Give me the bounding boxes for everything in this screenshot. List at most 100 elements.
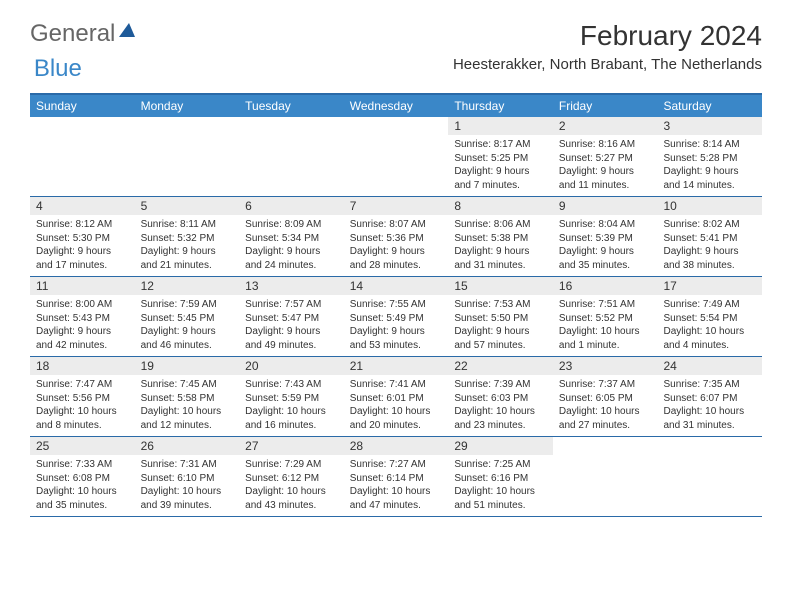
day-cell: 8Sunrise: 8:06 AMSunset: 5:38 PMDaylight…: [448, 197, 553, 276]
dow-saturday: Saturday: [657, 95, 762, 117]
week-row: 18Sunrise: 7:47 AMSunset: 5:56 PMDayligh…: [30, 357, 762, 437]
day-number: [30, 117, 135, 121]
daylight-text: Daylight: 10 hours and 8 minutes.: [36, 405, 129, 432]
daylight-text: Daylight: 9 hours and 7 minutes.: [454, 165, 547, 192]
sunrise-text: Sunrise: 8:14 AM: [663, 138, 756, 152]
daylight-text: Daylight: 10 hours and 31 minutes.: [663, 405, 756, 432]
day-body: Sunrise: 8:00 AMSunset: 5:43 PMDaylight:…: [30, 295, 135, 356]
day-cell: 24Sunrise: 7:35 AMSunset: 6:07 PMDayligh…: [657, 357, 762, 436]
daylight-text: Daylight: 10 hours and 23 minutes.: [454, 405, 547, 432]
daylight-text: Daylight: 10 hours and 51 minutes.: [454, 485, 547, 512]
day-cell: 11Sunrise: 8:00 AMSunset: 5:43 PMDayligh…: [30, 277, 135, 356]
day-body: Sunrise: 7:29 AMSunset: 6:12 PMDaylight:…: [239, 455, 344, 516]
sunset-text: Sunset: 6:05 PM: [559, 392, 652, 406]
sunset-text: Sunset: 5:50 PM: [454, 312, 547, 326]
day-cell: [135, 117, 240, 196]
day-number: [553, 437, 658, 441]
daylight-text: Daylight: 9 hours and 42 minutes.: [36, 325, 129, 352]
sunrise-text: Sunrise: 7:53 AM: [454, 298, 547, 312]
sunset-text: Sunset: 5:38 PM: [454, 232, 547, 246]
day-body: Sunrise: 8:06 AMSunset: 5:38 PMDaylight:…: [448, 215, 553, 276]
day-number: 14: [344, 277, 449, 295]
sunrise-text: Sunrise: 7:47 AM: [36, 378, 129, 392]
week-row: 4Sunrise: 8:12 AMSunset: 5:30 PMDaylight…: [30, 197, 762, 277]
day-number: 2: [553, 117, 658, 135]
sunrise-text: Sunrise: 8:04 AM: [559, 218, 652, 232]
day-number: 7: [344, 197, 449, 215]
daylight-text: Daylight: 10 hours and 1 minute.: [559, 325, 652, 352]
day-cell: 6Sunrise: 8:09 AMSunset: 5:34 PMDaylight…: [239, 197, 344, 276]
sunrise-text: Sunrise: 7:41 AM: [350, 378, 443, 392]
days-of-week-row: Sunday Monday Tuesday Wednesday Thursday…: [30, 95, 762, 117]
day-cell: 21Sunrise: 7:41 AMSunset: 6:01 PMDayligh…: [344, 357, 449, 436]
week-row: 1Sunrise: 8:17 AMSunset: 5:25 PMDaylight…: [30, 117, 762, 197]
day-cell: 25Sunrise: 7:33 AMSunset: 6:08 PMDayligh…: [30, 437, 135, 516]
weeks-container: 1Sunrise: 8:17 AMSunset: 5:25 PMDaylight…: [30, 117, 762, 517]
daylight-text: Daylight: 9 hours and 14 minutes.: [663, 165, 756, 192]
daylight-text: Daylight: 9 hours and 49 minutes.: [245, 325, 338, 352]
logo: General: [30, 20, 135, 48]
dow-sunday: Sunday: [30, 95, 135, 117]
month-title: February 2024: [453, 20, 762, 52]
daylight-text: Daylight: 9 hours and 11 minutes.: [559, 165, 652, 192]
day-number: 8: [448, 197, 553, 215]
day-cell: [239, 117, 344, 196]
dow-tuesday: Tuesday: [239, 95, 344, 117]
sunset-text: Sunset: 5:43 PM: [36, 312, 129, 326]
sunrise-text: Sunrise: 8:02 AM: [663, 218, 756, 232]
daylight-text: Daylight: 10 hours and 12 minutes.: [141, 405, 234, 432]
daylight-text: Daylight: 10 hours and 16 minutes.: [245, 405, 338, 432]
daylight-text: Daylight: 10 hours and 4 minutes.: [663, 325, 756, 352]
day-body: Sunrise: 8:12 AMSunset: 5:30 PMDaylight:…: [30, 215, 135, 276]
day-number: 3: [657, 117, 762, 135]
sunrise-text: Sunrise: 8:17 AM: [454, 138, 547, 152]
day-number: 19: [135, 357, 240, 375]
day-cell: 17Sunrise: 7:49 AMSunset: 5:54 PMDayligh…: [657, 277, 762, 356]
day-cell: 19Sunrise: 7:45 AMSunset: 5:58 PMDayligh…: [135, 357, 240, 436]
sunset-text: Sunset: 5:39 PM: [559, 232, 652, 246]
day-body: Sunrise: 7:43 AMSunset: 5:59 PMDaylight:…: [239, 375, 344, 436]
day-number: 23: [553, 357, 658, 375]
sunrise-text: Sunrise: 7:37 AM: [559, 378, 652, 392]
day-number: 18: [30, 357, 135, 375]
sunrise-text: Sunrise: 7:39 AM: [454, 378, 547, 392]
day-cell: 10Sunrise: 8:02 AMSunset: 5:41 PMDayligh…: [657, 197, 762, 276]
day-cell: 18Sunrise: 7:47 AMSunset: 5:56 PMDayligh…: [30, 357, 135, 436]
logo-mark-icon: [119, 23, 135, 37]
day-body: Sunrise: 7:57 AMSunset: 5:47 PMDaylight:…: [239, 295, 344, 356]
day-number: 21: [344, 357, 449, 375]
day-cell: 26Sunrise: 7:31 AMSunset: 6:10 PMDayligh…: [135, 437, 240, 516]
day-cell: 5Sunrise: 8:11 AMSunset: 5:32 PMDaylight…: [135, 197, 240, 276]
sunset-text: Sunset: 5:36 PM: [350, 232, 443, 246]
sunrise-text: Sunrise: 7:59 AM: [141, 298, 234, 312]
day-body: Sunrise: 7:41 AMSunset: 6:01 PMDaylight:…: [344, 375, 449, 436]
day-body: Sunrise: 7:55 AMSunset: 5:49 PMDaylight:…: [344, 295, 449, 356]
sunset-text: Sunset: 5:30 PM: [36, 232, 129, 246]
day-cell: 27Sunrise: 7:29 AMSunset: 6:12 PMDayligh…: [239, 437, 344, 516]
sunrise-text: Sunrise: 8:06 AM: [454, 218, 547, 232]
day-body: Sunrise: 7:59 AMSunset: 5:45 PMDaylight:…: [135, 295, 240, 356]
day-cell: [344, 117, 449, 196]
daylight-text: Daylight: 10 hours and 39 minutes.: [141, 485, 234, 512]
day-cell: 13Sunrise: 7:57 AMSunset: 5:47 PMDayligh…: [239, 277, 344, 356]
day-number: [135, 117, 240, 121]
day-body: Sunrise: 7:31 AMSunset: 6:10 PMDaylight:…: [135, 455, 240, 516]
day-body: Sunrise: 7:47 AMSunset: 5:56 PMDaylight:…: [30, 375, 135, 436]
sunrise-text: Sunrise: 8:11 AM: [141, 218, 234, 232]
sunset-text: Sunset: 5:58 PM: [141, 392, 234, 406]
day-number: [657, 437, 762, 441]
week-row: 11Sunrise: 8:00 AMSunset: 5:43 PMDayligh…: [30, 277, 762, 357]
day-cell: 9Sunrise: 8:04 AMSunset: 5:39 PMDaylight…: [553, 197, 658, 276]
sunrise-text: Sunrise: 7:57 AM: [245, 298, 338, 312]
sunset-text: Sunset: 6:07 PM: [663, 392, 756, 406]
sunset-text: Sunset: 5:25 PM: [454, 152, 547, 166]
week-row: 25Sunrise: 7:33 AMSunset: 6:08 PMDayligh…: [30, 437, 762, 517]
sunset-text: Sunset: 6:14 PM: [350, 472, 443, 486]
day-number: [344, 117, 449, 121]
calendar: Sunday Monday Tuesday Wednesday Thursday…: [30, 93, 762, 517]
daylight-text: Daylight: 9 hours and 21 minutes.: [141, 245, 234, 272]
day-number: 16: [553, 277, 658, 295]
day-body: Sunrise: 7:51 AMSunset: 5:52 PMDaylight:…: [553, 295, 658, 356]
day-body: Sunrise: 7:33 AMSunset: 6:08 PMDaylight:…: [30, 455, 135, 516]
day-number: 10: [657, 197, 762, 215]
